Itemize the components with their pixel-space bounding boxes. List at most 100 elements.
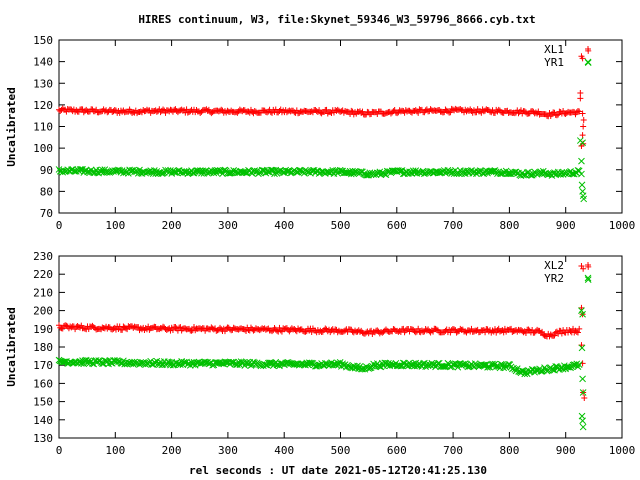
data-point <box>188 359 195 366</box>
data-point <box>420 329 427 336</box>
series-yr2 <box>55 276 592 431</box>
data-point <box>451 326 458 333</box>
x-tick-label: 0 <box>56 444 63 457</box>
outlier-point <box>579 110 586 117</box>
series-xl2 <box>56 263 592 401</box>
data-point <box>480 361 488 369</box>
series-yr1 <box>55 59 592 203</box>
chart-title: HIRES continuum, W3, file:Skynet_59346_W… <box>138 13 535 26</box>
x-tick-label: 100 <box>105 219 125 232</box>
data-point <box>217 360 225 367</box>
x-tick-label: 300 <box>218 444 238 457</box>
y-tick-label: 90 <box>40 164 53 177</box>
data-point <box>152 359 159 367</box>
y-tick-label: 130 <box>33 432 53 445</box>
data-point <box>217 324 224 331</box>
x-tick-label: 800 <box>499 219 519 232</box>
x-tick-label: 800 <box>499 444 519 457</box>
y-tick-label: 190 <box>33 323 53 336</box>
outlier-point <box>580 117 587 124</box>
outlier-point <box>579 375 586 383</box>
y-tick-label: 110 <box>33 121 53 134</box>
data-point <box>283 168 291 175</box>
outlier-point <box>584 276 592 284</box>
y-tick-label: 200 <box>33 305 53 318</box>
y-tick-label: 120 <box>33 99 53 112</box>
y-tick-label: 80 <box>40 185 53 198</box>
y-axis-label: Uncalibrated <box>5 87 18 166</box>
y-tick-label: 150 <box>33 396 53 409</box>
outlier-point <box>579 310 586 318</box>
x-tick-label: 400 <box>274 444 294 457</box>
y-tick-label: 70 <box>40 207 53 220</box>
outlier-point <box>579 389 587 396</box>
outlier-point <box>578 307 585 314</box>
data-point <box>276 167 283 175</box>
legend-label: XL2 <box>544 259 564 272</box>
x-tick-label: 900 <box>556 219 576 232</box>
data-point <box>266 359 273 367</box>
y-tick-label: 230 <box>33 250 53 263</box>
x-tick-label: 700 <box>443 444 463 457</box>
y-tick-label: 140 <box>33 414 53 427</box>
legend-marker <box>585 262 591 268</box>
data-point <box>574 329 581 336</box>
x-tick-label: 600 <box>387 219 407 232</box>
outlier-point <box>579 423 587 431</box>
data-point <box>188 327 195 334</box>
data-point <box>553 112 560 119</box>
legend-label: YR1 <box>544 56 564 69</box>
y-tick-label: 170 <box>33 359 53 372</box>
data-point <box>343 169 350 177</box>
legend-label: YR2 <box>544 272 564 285</box>
data-point <box>271 170 278 178</box>
x-tick-label: 100 <box>105 444 125 457</box>
y-tick-label: 210 <box>33 286 53 299</box>
x-tick-label: 900 <box>556 444 576 457</box>
y-tick-label: 220 <box>33 268 53 281</box>
outlier-point <box>580 195 588 203</box>
outlier-point <box>579 55 586 62</box>
x-tick-label: 1000 <box>609 444 636 457</box>
data-point <box>307 359 314 367</box>
data-point <box>559 365 567 373</box>
top-panel: 0 100 200 300 400 500 600 700 800 900 1000 70 80 90 10… <box>5 34 635 232</box>
data-point <box>434 360 442 367</box>
x-tick-label: 700 <box>443 219 463 232</box>
data-point <box>323 168 330 176</box>
outlier-point <box>580 265 587 272</box>
outlier-point <box>578 181 586 189</box>
data-point <box>180 168 188 175</box>
data-point <box>479 169 486 177</box>
data-point <box>492 363 500 370</box>
x-tick-label: 0 <box>56 219 63 232</box>
data-point <box>286 359 293 367</box>
x-tick-label: 300 <box>218 219 238 232</box>
data-point <box>435 169 443 176</box>
data-point <box>222 358 230 366</box>
y-tick-label: 100 <box>33 142 53 155</box>
legend-marker <box>584 274 592 282</box>
x-tick-label: 1000 <box>609 219 636 232</box>
plot-frame <box>58 39 623 214</box>
data-point <box>160 106 167 113</box>
data-point <box>220 167 228 174</box>
data-point <box>575 167 583 175</box>
data-point <box>170 168 178 176</box>
legend-marker <box>585 46 591 52</box>
y-tick-label: 180 <box>33 341 53 354</box>
data-point <box>348 107 355 114</box>
data-point <box>574 363 582 370</box>
outlier-point <box>579 417 586 425</box>
x-tick-label: 200 <box>162 219 182 232</box>
outlier-point <box>577 95 584 102</box>
x-tick-label: 500 <box>331 444 351 457</box>
data-point <box>558 169 566 176</box>
outlier-point <box>579 139 586 147</box>
y-axis-label: Uncalibrated <box>5 307 18 386</box>
series-xl1 <box>56 47 592 149</box>
x-tick-label: 200 <box>162 444 182 457</box>
data-point <box>312 362 319 370</box>
data-point <box>318 168 325 175</box>
